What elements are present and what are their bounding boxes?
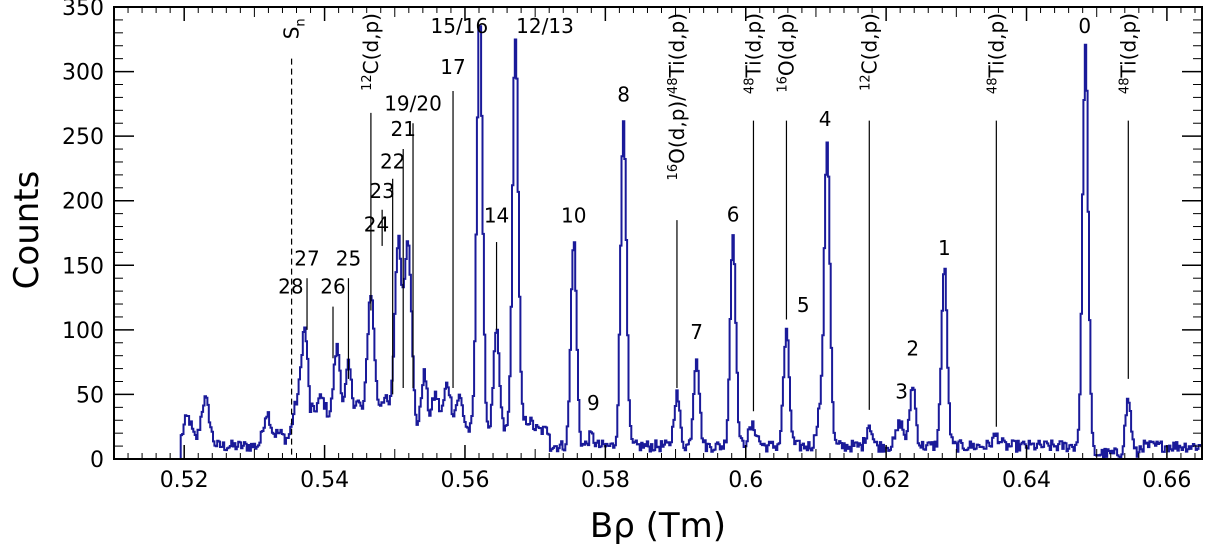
axes-layer: 0.52 0.54 0.56 0.58 0.6 0.62 0.64 0.66050100150… [62,0,1203,493]
x-tick-label: 0.62 [862,468,911,493]
y-axis-title: Counts [7,171,47,290]
state-label: 12/13 [516,14,574,38]
state-label: 5 [797,293,810,317]
x-tick-label: 0.58 [581,468,630,493]
state-label: 14 [484,204,509,228]
state-label: 7 [690,320,703,344]
spectrum-line [114,25,1203,460]
y-tick-label: 0 [90,448,104,473]
plot-frame [113,6,1203,460]
reaction-label: 48Ti(d,p) [984,13,1008,94]
state-label: 6 [727,202,740,226]
state-label: 0 [1078,14,1091,38]
reaction-label: 48Ti(d,p) [741,13,765,94]
state-label: 17 [440,55,465,79]
y-tick-label: 300 [62,61,104,86]
state-label: 4 [819,107,832,131]
x-axis-title: Bρ (Tm) [590,506,726,546]
reaction-label: 12C(d,p) [359,13,383,91]
state-label: 23 [369,179,394,203]
y-tick-label: 150 [62,254,104,279]
state-label: 25 [336,246,361,270]
x-tick-label: 0.52 [160,468,209,493]
state-label: 24 [364,213,389,237]
state-label: 10 [561,204,586,228]
y-tick-label: 250 [62,125,104,150]
state-label: 15/16 [431,14,489,38]
state-label: 28 [278,275,303,299]
reaction-label: 16O(d,p)/48Ti(d,p) [665,13,689,180]
state-label: 9 [587,391,600,415]
spectrum-layer [114,25,1203,460]
annotation-layer: Sn 01234567891012/131415/161719/202122232… [278,13,1140,459]
y-tick-label: 350 [62,0,104,21]
x-tick-label: 0.54 [300,468,349,493]
state-label: 22 [380,149,405,173]
reaction-label: 12C(d,p) [857,13,881,91]
x-tick-label: 0.64 [1002,468,1051,493]
state-label: 3 [895,379,908,403]
x-tick-label: 0.6 [728,468,763,493]
y-tick-label: 200 [62,190,104,215]
x-tick-label: 0.56 [440,468,489,493]
state-label: 21 [390,117,415,141]
state-label: 19/20 [384,91,442,115]
y-tick-label: 100 [62,319,104,344]
state-label: 26 [320,275,345,299]
state-label: 27 [294,246,319,270]
state-label: 2 [906,337,919,361]
sn-marker-label: Sn [280,18,309,39]
reaction-label: 16O(d,p) [774,13,798,93]
x-tick-label: 0.66 [1142,468,1191,493]
reaction-label: 48Ti(d,p) [1116,13,1140,94]
y-tick-label: 50 [76,383,104,408]
state-label: 1 [938,236,951,260]
state-label: 8 [617,82,630,106]
